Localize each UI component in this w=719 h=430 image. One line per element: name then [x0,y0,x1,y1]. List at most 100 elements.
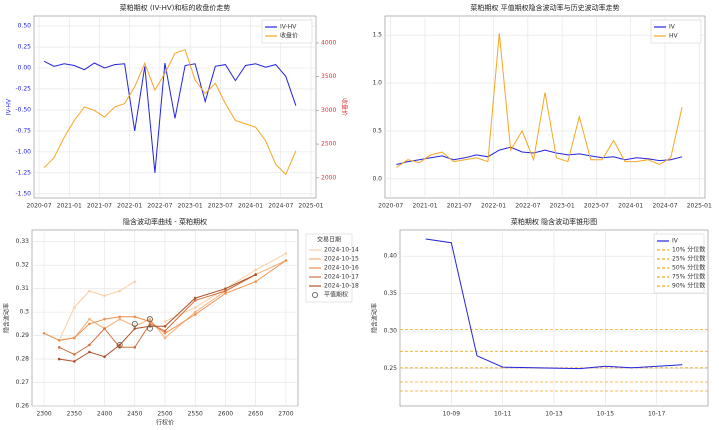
point [57,338,61,342]
x-tick-label: 2350 [67,411,82,418]
legend-label: IV [669,24,676,31]
y2-tick-label: 2500 [321,141,336,148]
series-line [43,60,297,173]
atm-marker [116,341,123,348]
y-axis-label: 隐含波动率 [3,303,11,333]
series-line [425,238,683,370]
y-tick-label: 0.27 [16,379,30,386]
point [254,268,257,272]
x-tick-label: 10-09 [443,411,461,418]
point [103,327,106,330]
point [118,343,121,347]
point [224,289,227,293]
legend-label: 25% 分位数 [672,255,705,263]
x-tick-label: 2023-01 [178,203,203,210]
chart-title: 菜粕期权 (IV-HV)和标的收盘价走势 [120,3,231,12]
legend-label: 2024-10-16 [324,265,359,272]
point [163,336,167,340]
x-tick-label: 10-13 [545,411,563,418]
x-tick-label: 2024-01 [238,203,263,210]
point [193,313,197,316]
legend-label: 90% 分位数 [672,282,705,290]
point [103,294,106,298]
y2-tick-label: 3500 [321,73,336,80]
point [118,289,121,293]
point [133,327,137,330]
x-tick-label: 2023-07 [208,203,233,210]
plot-area [33,15,317,199]
y-tick-label: -0.50 [15,106,31,113]
x-tick-label: 2021-01 [412,203,437,210]
x-tick-label: 2650 [248,411,263,418]
point [57,357,61,361]
point [163,324,167,328]
point [88,343,91,347]
y2-tick-label: 3000 [321,107,336,114]
x-tick-label: 2300 [36,411,51,418]
y-tick-label: 0.30 [384,328,398,335]
y-tick-label: 0.29 [16,332,30,339]
legend-box [653,233,705,294]
point [148,322,152,326]
point [224,292,227,295]
y-tick-label: -1.25 [15,169,31,176]
atm-marker [131,320,138,327]
point [133,346,137,349]
series-line [396,146,683,165]
legend-marker [311,291,318,298]
chart-title: 隐含波动率曲线 - 菜粕期权 [123,217,207,226]
point [163,331,167,335]
x-tick-label: 2020-07 [26,203,51,210]
point [148,317,152,321]
series-line [396,33,683,168]
x-tick-label: 2021-07 [447,203,472,210]
point [73,306,76,309]
y-tick-label: 0.33 [16,238,30,245]
x-tick-label: 2023-01 [550,203,575,210]
y-tick-label: 0.3 [19,309,29,316]
point [57,346,61,349]
legend-label: 10% 分位数 [672,246,705,254]
x-tick-label: 2450 [127,411,142,418]
legend-label: 2024-10-15 [324,256,359,263]
point [88,317,91,321]
chart-title: 菜粕期权 隐含波动率锥形图 [511,217,597,226]
x-tick-label: 2021-07 [87,203,112,210]
x-tick-label: 2024-07 [652,203,677,210]
x-tick-label: 2600 [218,411,233,418]
atm-marker [146,316,153,323]
x-tick-label: 2024-07 [268,203,293,210]
y-tick-label: 0.40 [384,253,398,260]
legend-label: IV [672,238,679,245]
point [73,336,76,340]
y2-tick-label: 4000 [321,39,336,46]
x-tick-label: 2022-01 [481,203,506,210]
legend-label: 50% 分位数 [672,264,705,272]
point [163,320,167,323]
legend-label: HV [669,33,679,40]
y-tick-label: 0.5 [372,127,382,134]
y2-tick-label: 2000 [321,174,336,181]
point [254,280,257,283]
y-tick-label: 0.50 [18,23,32,30]
x-tick-label: 10-15 [597,411,615,418]
point [284,259,288,262]
point [88,322,91,326]
point [254,273,257,276]
legend-label: 2024-10-14 [324,247,359,254]
y-tick-label: 0.35 [384,290,398,297]
x-axis-label: 行权价 [156,419,174,427]
legend-label: 收盘价 [280,32,298,40]
legend-label: IV-HV [280,24,297,31]
x-tick-label: 2025-01 [298,203,323,210]
point [163,329,167,333]
x-tick-label: 2500 [157,411,172,418]
y-tick-label: 0.31 [16,285,30,292]
point [103,317,106,321]
series-line [43,49,297,176]
point [88,289,91,293]
x-tick-label: 2550 [188,411,203,418]
legend-label: 75% 分位数 [672,273,705,281]
point [193,306,197,309]
